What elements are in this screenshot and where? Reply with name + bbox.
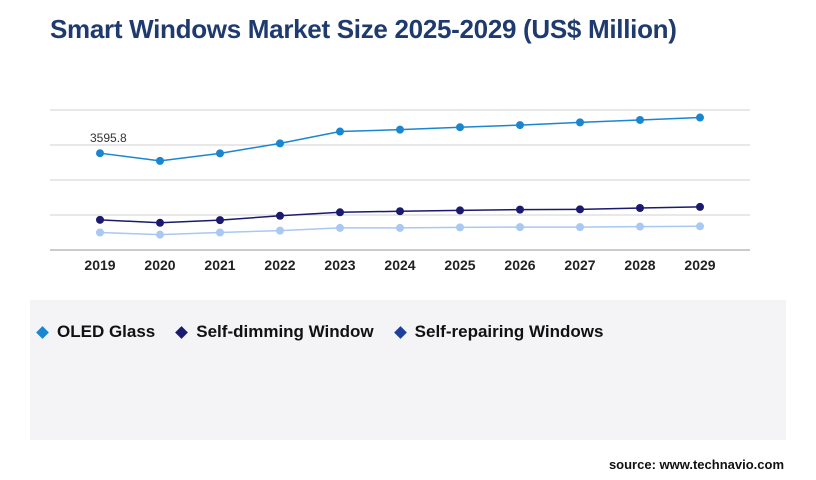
x-tick-label: 2020 <box>144 257 175 273</box>
legend: OLED Glass Self-dimming Window Self-repa… <box>36 322 604 342</box>
data-point <box>156 156 164 165</box>
data-point <box>336 223 344 232</box>
legend-marker-oled-glass <box>36 325 49 339</box>
x-tick-label: 2022 <box>264 257 295 273</box>
legend-item-oled-glass: OLED Glass <box>36 322 156 342</box>
series-lines <box>96 113 704 239</box>
x-tick-label: 2029 <box>684 257 715 273</box>
x-tick-label: 2019 <box>84 257 115 273</box>
x-tick-label: 2021 <box>204 257 235 273</box>
data-point <box>636 204 644 212</box>
series-line-oled-glass <box>99 116 701 162</box>
data-point <box>216 228 224 237</box>
data-point <box>456 206 464 215</box>
data-point <box>576 205 584 214</box>
data-label: 3595.8 <box>90 131 127 145</box>
data-point <box>456 123 464 132</box>
x-axis-ticks: 2019 2020 2021 2022 2023 2024 2025 2026 2027 2028… <box>84 257 715 273</box>
data-point <box>156 230 164 239</box>
data-point <box>96 149 104 158</box>
legend-marker-self-dimming-window <box>175 325 189 339</box>
data-point <box>696 222 704 231</box>
legend-marker-self-repairing-windows <box>393 325 407 339</box>
data-point <box>276 211 284 220</box>
chart-title: Smart Windows Market Size 2025-2029 (US$… <box>50 14 677 44</box>
x-tick-label: 2027 <box>564 257 595 273</box>
legend-item-self-repairing-windows: Self-repairing Windows <box>393 322 604 342</box>
data-point <box>396 125 404 134</box>
data-point <box>156 218 164 227</box>
data-point <box>636 222 644 231</box>
x-tick-label: 2024 <box>384 257 415 273</box>
line-chart: 2019 2020 2021 2022 2023 2024 2025 2026 2027 2028… <box>50 109 750 273</box>
data-point <box>636 115 644 124</box>
data-point <box>336 208 344 217</box>
data-point <box>516 205 524 214</box>
x-tick-label: 2025 <box>444 257 475 273</box>
data-point <box>276 139 284 148</box>
legend-label-self-repairing-windows: Self-repairing Windows <box>414 322 604 341</box>
data-point <box>216 149 224 158</box>
legend-item-self-dimming-window: Self-dimming Window <box>175 322 374 342</box>
x-tick-label: 2028 <box>624 257 655 273</box>
data-point <box>576 118 584 127</box>
data-point <box>576 223 584 232</box>
legend-background <box>30 300 786 440</box>
data-point <box>516 223 524 232</box>
data-point <box>96 215 104 224</box>
data-point <box>396 223 404 232</box>
data-point <box>216 216 224 225</box>
data-point <box>396 207 404 216</box>
x-tick-label: 2023 <box>324 257 355 273</box>
data-point <box>696 113 704 122</box>
source-note: source: www.technavio.com <box>608 457 784 472</box>
legend-label-self-dimming-window: Self-dimming Window <box>196 322 374 341</box>
legend-label-oled-glass: OLED Glass <box>57 322 156 341</box>
data-point <box>456 223 464 232</box>
x-tick-label: 2026 <box>504 257 535 273</box>
data-point <box>336 127 344 136</box>
data-point <box>696 202 704 211</box>
data-point <box>516 121 524 130</box>
data-labels: 3595.8 <box>90 131 127 145</box>
data-point <box>96 228 104 237</box>
data-point <box>276 226 284 235</box>
